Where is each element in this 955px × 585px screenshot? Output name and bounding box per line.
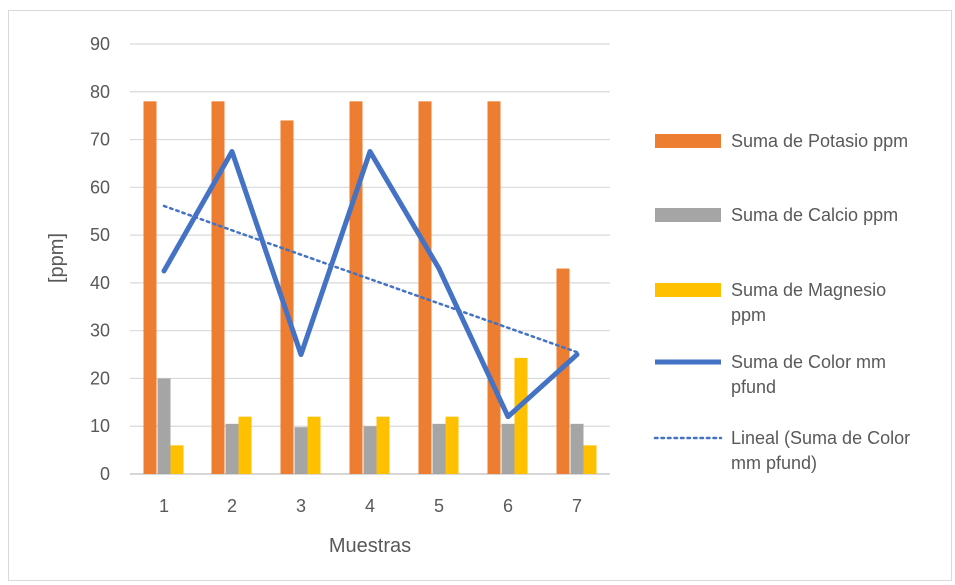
legend-item: Suma de Calcio ppm (655, 205, 898, 225)
legend-label: Suma de Color mm pfund (731, 352, 886, 397)
legend-label: Lineal (Suma de Color mm pfund) (731, 428, 910, 473)
bar (487, 101, 501, 474)
bar (432, 423, 446, 474)
lines (161, 149, 580, 420)
bar (157, 378, 171, 474)
bar (570, 423, 584, 474)
x-tick-label: 6 (503, 496, 513, 516)
bar (294, 427, 308, 474)
legend: Suma de Potasio ppm Suma de Calcio ppm Sum… (653, 131, 910, 473)
bar (349, 101, 363, 474)
x-tick-label: 4 (365, 496, 375, 516)
y-tick-label: 10 (90, 416, 110, 436)
y-tick-label: 0 (100, 464, 110, 484)
bar (445, 416, 459, 474)
y-tick-label: 20 (90, 368, 110, 388)
y-axis-ticks: 0 10 20 30 40 50 60 70 80 90 (90, 34, 110, 484)
y-tick-label: 80 (90, 82, 110, 102)
legend-item: Suma de Color mm pfund (655, 352, 886, 397)
bar (363, 426, 377, 474)
bar (418, 101, 432, 474)
bar (143, 101, 157, 474)
bar (376, 416, 390, 474)
bar (307, 416, 321, 474)
y-tick-label: 50 (90, 225, 110, 245)
y-tick-label: 90 (90, 34, 110, 54)
x-tick-label: 3 (296, 496, 306, 516)
legend-item: Suma de Potasio ppm (655, 131, 908, 151)
y-tick-label: 60 (90, 177, 110, 197)
legend-item: Lineal (Suma de Color mm pfund) (653, 428, 910, 473)
y-tick-label: 40 (90, 273, 110, 293)
x-axis-ticks: 1 2 3 4 5 6 7 (159, 496, 582, 516)
legend-label: Suma de Calcio ppm (731, 205, 898, 225)
trendline (162, 204, 579, 354)
legend-label: Suma de Potasio ppm (731, 131, 908, 151)
legend-swatch (655, 283, 721, 297)
y-tick-label: 30 (90, 321, 110, 341)
bar (211, 101, 225, 474)
x-tick-label: 1 (159, 496, 169, 516)
bar (225, 423, 239, 474)
legend-item: Suma de Magnesio ppm (655, 280, 886, 325)
grid-lines (130, 43, 610, 475)
y-axis-title: [ppm] (46, 233, 68, 283)
x-tick-label: 5 (434, 496, 444, 516)
bar (238, 416, 252, 474)
legend-label: Suma de Magnesio ppm (731, 280, 886, 325)
bar (583, 445, 597, 474)
x-tick-label: 2 (227, 496, 237, 516)
x-tick-label: 7 (572, 496, 582, 516)
bar (556, 268, 570, 474)
x-axis-title: Muestras (329, 535, 411, 557)
series-line (161, 149, 580, 420)
legend-swatch (655, 134, 721, 148)
bar (501, 423, 515, 474)
y-tick-label: 70 (90, 130, 110, 150)
bar (514, 357, 528, 474)
legend-swatch (655, 208, 721, 222)
bar (170, 445, 184, 474)
bars (143, 101, 597, 474)
bar (280, 120, 294, 474)
chart-frame (8, 10, 952, 581)
